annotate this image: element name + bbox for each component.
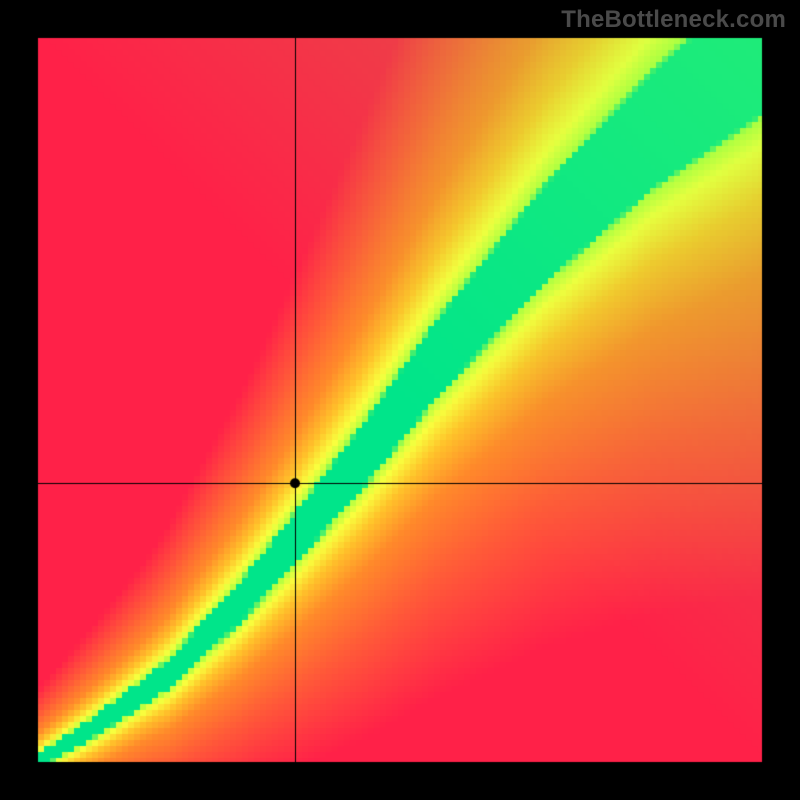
chart-container: TheBottleneck.com — [0, 0, 800, 800]
heatmap-canvas — [0, 0, 800, 800]
watermark-text: TheBottleneck.com — [561, 6, 786, 34]
